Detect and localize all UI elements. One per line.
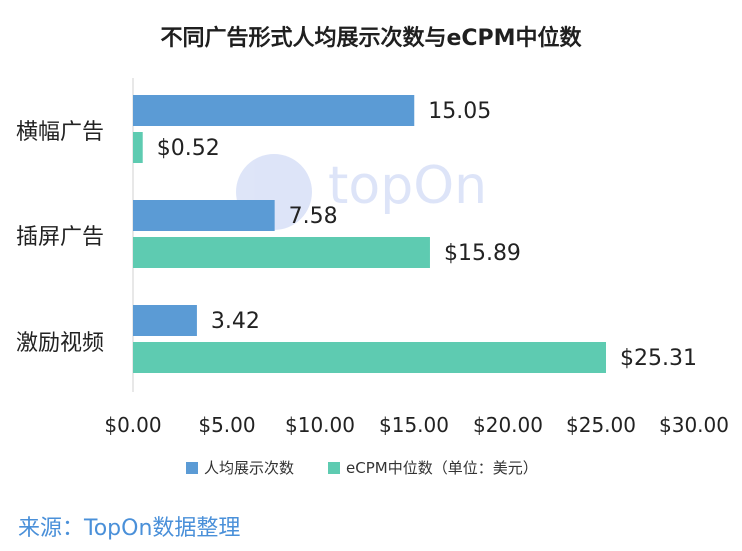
bar-ecpm-interstitial bbox=[133, 237, 430, 268]
chart-title: 不同广告形式人均展示次数与eCPM中位数 bbox=[160, 26, 582, 51]
data-label-ecpm-interstitial: $15.89 bbox=[444, 241, 521, 266]
bars bbox=[133, 95, 606, 373]
bar-ecpm-rewarded-video bbox=[133, 342, 606, 373]
source-note: 来源：TopOn数据整理 bbox=[18, 516, 241, 541]
x-tick-label: $5.00 bbox=[198, 413, 255, 437]
x-tick-label: $10.00 bbox=[285, 413, 355, 437]
legend-swatch-impressions bbox=[186, 462, 198, 474]
category-label-rewarded-video: 激励视频 bbox=[16, 331, 105, 356]
bar-impressions-interstitial bbox=[133, 200, 275, 231]
x-tick-label: $15.00 bbox=[379, 413, 449, 437]
bar-ecpm-banner bbox=[133, 132, 143, 163]
plot-area: 15.05 7.58 3.42 $0.52 $15.89 $25.31 $0.00 $5.0… bbox=[104, 78, 729, 437]
data-label-impressions-interstitial: 7.58 bbox=[289, 204, 338, 229]
category-label-banner: 横幅广告 bbox=[16, 120, 105, 145]
legend-label-impressions: 人均展示次数 bbox=[204, 459, 294, 477]
bar-labels: 15.05 7.58 3.42 $0.52 $15.89 $25.31 bbox=[157, 99, 697, 371]
x-tick-label: $25.00 bbox=[566, 413, 636, 437]
category-label-interstitial: 插屏广告 bbox=[16, 225, 105, 250]
x-tick-label: $20.00 bbox=[473, 413, 543, 437]
x-tick-label: $0.00 bbox=[104, 413, 161, 437]
legend-label-ecpm: eCPM中位数（单位：美元） bbox=[346, 459, 538, 477]
legend: 人均展示次数 eCPM中位数（单位：美元） bbox=[186, 459, 538, 477]
bar-impressions-banner bbox=[133, 95, 415, 126]
x-tick-labels: $0.00 $5.00 $10.00 $15.00 $20.00 $25.00 $30.00 bbox=[104, 413, 729, 437]
data-label-impressions-banner: 15.05 bbox=[428, 99, 491, 124]
data-label-impressions-rewarded-video: 3.42 bbox=[211, 309, 260, 334]
data-label-ecpm-banner: $0.52 bbox=[157, 136, 220, 161]
bar-impressions-rewarded-video bbox=[133, 305, 197, 336]
data-label-ecpm-rewarded-video: $25.31 bbox=[620, 346, 697, 371]
x-tick-label: $30.00 bbox=[659, 413, 729, 437]
legend-swatch-ecpm bbox=[328, 462, 340, 474]
